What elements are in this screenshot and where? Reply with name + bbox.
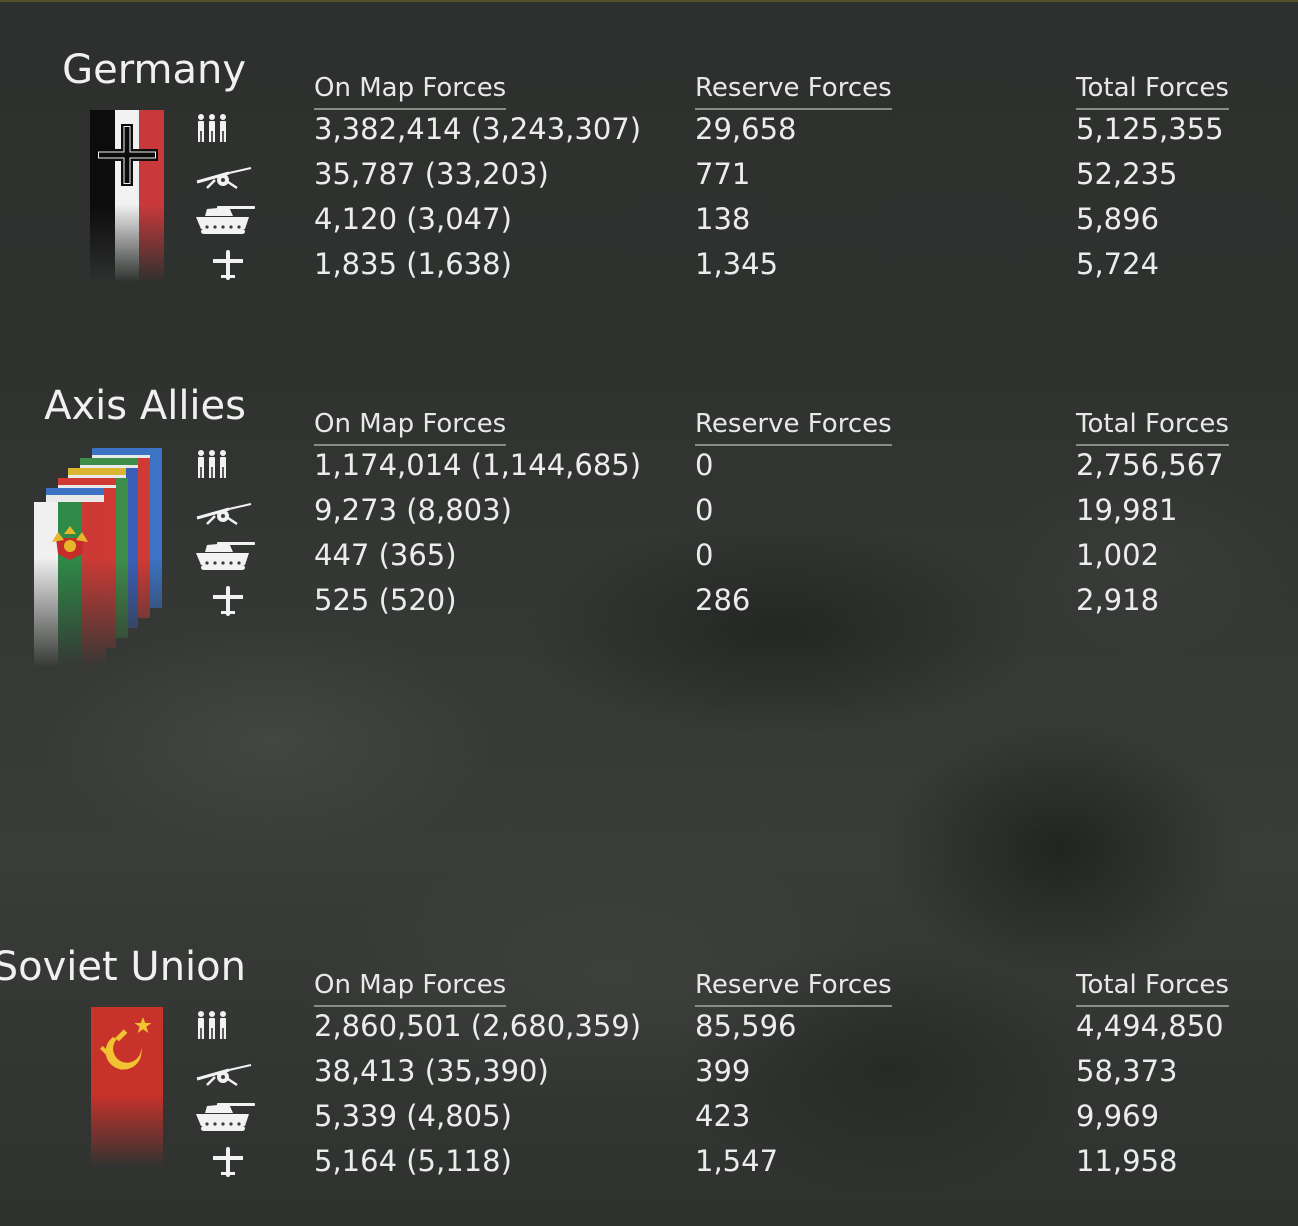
artillery-icon [193, 494, 259, 528]
on-map-value: 1,174,014 (1,144,685) [314, 448, 642, 482]
header-total-forces: Total Forces [1076, 406, 1229, 446]
row-manpower: 2,860,501 (2,680,359) 85,596 4,494,850 [0, 1005, 1298, 1050]
reserve-value: 771 [695, 157, 751, 191]
artillery-icon [193, 1055, 259, 1089]
on-map-value: 4,120 (3,047) [314, 202, 512, 236]
reserve-value: 286 [695, 583, 751, 617]
row-manpower: 1,174,014 (1,144,685) 0 2,756,567 [0, 444, 1298, 489]
row-aircraft: 1,835 (1,638) 1,345 5,724 [0, 243, 1298, 288]
reserve-value: 423 [695, 1099, 751, 1133]
header-on-map-forces: On Map Forces [314, 406, 507, 446]
infantry-icon [193, 449, 259, 483]
infantry-icon [193, 1010, 259, 1044]
total-value: 9,969 [1076, 1099, 1160, 1133]
header-reserve-forces: Reserve Forces [695, 967, 892, 1007]
faction-name: Soviet Union [0, 944, 246, 990]
artillery-icon [193, 158, 259, 192]
faction-name: Germany [62, 47, 246, 93]
on-map-value: 3,382,414 (3,243,307) [314, 112, 642, 146]
faction-soviet-union: Soviet Union On Map Forces Reserve Force… [0, 943, 1298, 1223]
total-value: 5,724 [1076, 247, 1160, 281]
germany-flag-icon [90, 110, 164, 282]
on-map-value: 9,273 (8,803) [314, 493, 512, 527]
reserve-value: 0 [695, 448, 714, 482]
row-afv: 447 (365) 0 1,002 [0, 534, 1298, 579]
reserve-value: 1,547 [695, 1144, 779, 1178]
on-map-value: 5,164 (5,118) [314, 1144, 512, 1178]
header-total-forces: Total Forces [1076, 967, 1229, 1007]
reserve-value: 85,596 [695, 1009, 797, 1043]
aircraft-icon [193, 584, 259, 618]
infantry-icon [193, 113, 259, 147]
reserve-value: 0 [695, 538, 714, 572]
total-value: 5,896 [1076, 202, 1160, 236]
total-value: 2,756,567 [1076, 448, 1224, 482]
faction-name: Axis Allies [44, 383, 246, 429]
row-guns: 9,273 (8,803) 0 19,981 [0, 489, 1298, 534]
total-value: 2,918 [1076, 583, 1160, 617]
row-guns: 38,413 (35,390) 399 58,373 [0, 1050, 1298, 1095]
tank-icon [193, 203, 259, 237]
reserve-value: 138 [695, 202, 751, 236]
tank-icon [193, 1100, 259, 1134]
on-map-value: 35,787 (33,203) [314, 157, 549, 191]
reserve-value: 399 [695, 1054, 751, 1088]
on-map-value: 38,413 (35,390) [314, 1054, 549, 1088]
total-value: 11,958 [1076, 1144, 1178, 1178]
axis-allies-flags-icon [34, 448, 162, 668]
total-value: 58,373 [1076, 1054, 1178, 1088]
row-manpower: 3,382,414 (3,243,307) 29,658 5,125,355 [0, 108, 1298, 153]
soviet-flag-icon [91, 1007, 163, 1167]
on-map-value: 447 (365) [314, 538, 457, 572]
total-value: 19,981 [1076, 493, 1178, 527]
total-value: 4,494,850 [1076, 1009, 1224, 1043]
total-value: 52,235 [1076, 157, 1178, 191]
header-reserve-forces: Reserve Forces [695, 406, 892, 446]
header-on-map-forces: On Map Forces [314, 967, 507, 1007]
faction-germany: Germany On Map Forces Reserve Forces Tot… [0, 46, 1298, 326]
reserve-value: 1,345 [695, 247, 779, 281]
on-map-value: 1,835 (1,638) [314, 247, 512, 281]
total-value: 1,002 [1076, 538, 1160, 572]
header-total-forces: Total Forces [1076, 70, 1229, 110]
row-guns: 35,787 (33,203) 771 52,235 [0, 153, 1298, 198]
on-map-value: 525 (520) [314, 583, 457, 617]
header-reserve-forces: Reserve Forces [695, 70, 892, 110]
row-afv: 5,339 (4,805) 423 9,969 [0, 1095, 1298, 1140]
on-map-value: 5,339 (4,805) [314, 1099, 512, 1133]
aircraft-icon [193, 248, 259, 282]
aircraft-icon [193, 1145, 259, 1179]
faction-axis-allies: Axis Allies [0, 382, 1298, 668]
top-border [0, 0, 1298, 2]
on-map-value: 2,860,501 (2,680,359) [314, 1009, 642, 1043]
header-on-map-forces: On Map Forces [314, 70, 507, 110]
total-value: 5,125,355 [1076, 112, 1224, 146]
row-afv: 4,120 (3,047) 138 5,896 [0, 198, 1298, 243]
reserve-value: 0 [695, 493, 714, 527]
row-aircraft: 525 (520) 286 2,918 [0, 579, 1298, 624]
tank-icon [193, 539, 259, 573]
row-aircraft: 5,164 (5,118) 1,547 11,958 [0, 1140, 1298, 1185]
reserve-value: 29,658 [695, 112, 797, 146]
